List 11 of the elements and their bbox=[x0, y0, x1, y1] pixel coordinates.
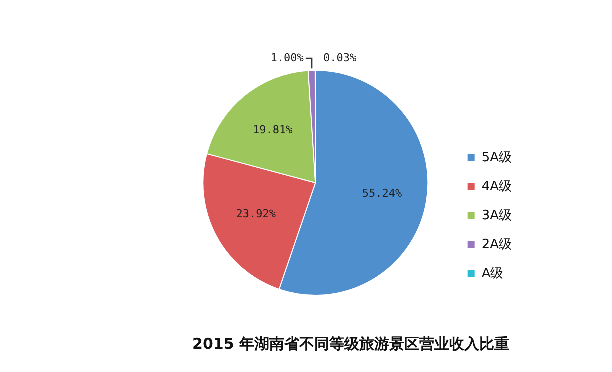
legend-label: 2A级 bbox=[482, 237, 512, 252]
legend-label: 4A级 bbox=[482, 179, 512, 194]
legend-label: A级 bbox=[482, 266, 504, 282]
data-label: 19.81% bbox=[252, 124, 294, 137]
data-label: 1.00% bbox=[270, 51, 304, 64]
data-label: 55.24% bbox=[362, 186, 402, 200]
data-label: 23.92% bbox=[236, 208, 276, 221]
text: 2015 年湖南省不同等级旅游景区营业收入比重 bbox=[192, 334, 510, 353]
legend-label: 3A级 bbox=[482, 208, 512, 224]
legend-label: 5A级 bbox=[482, 150, 512, 166]
data-label: 0.03% bbox=[324, 51, 358, 64]
